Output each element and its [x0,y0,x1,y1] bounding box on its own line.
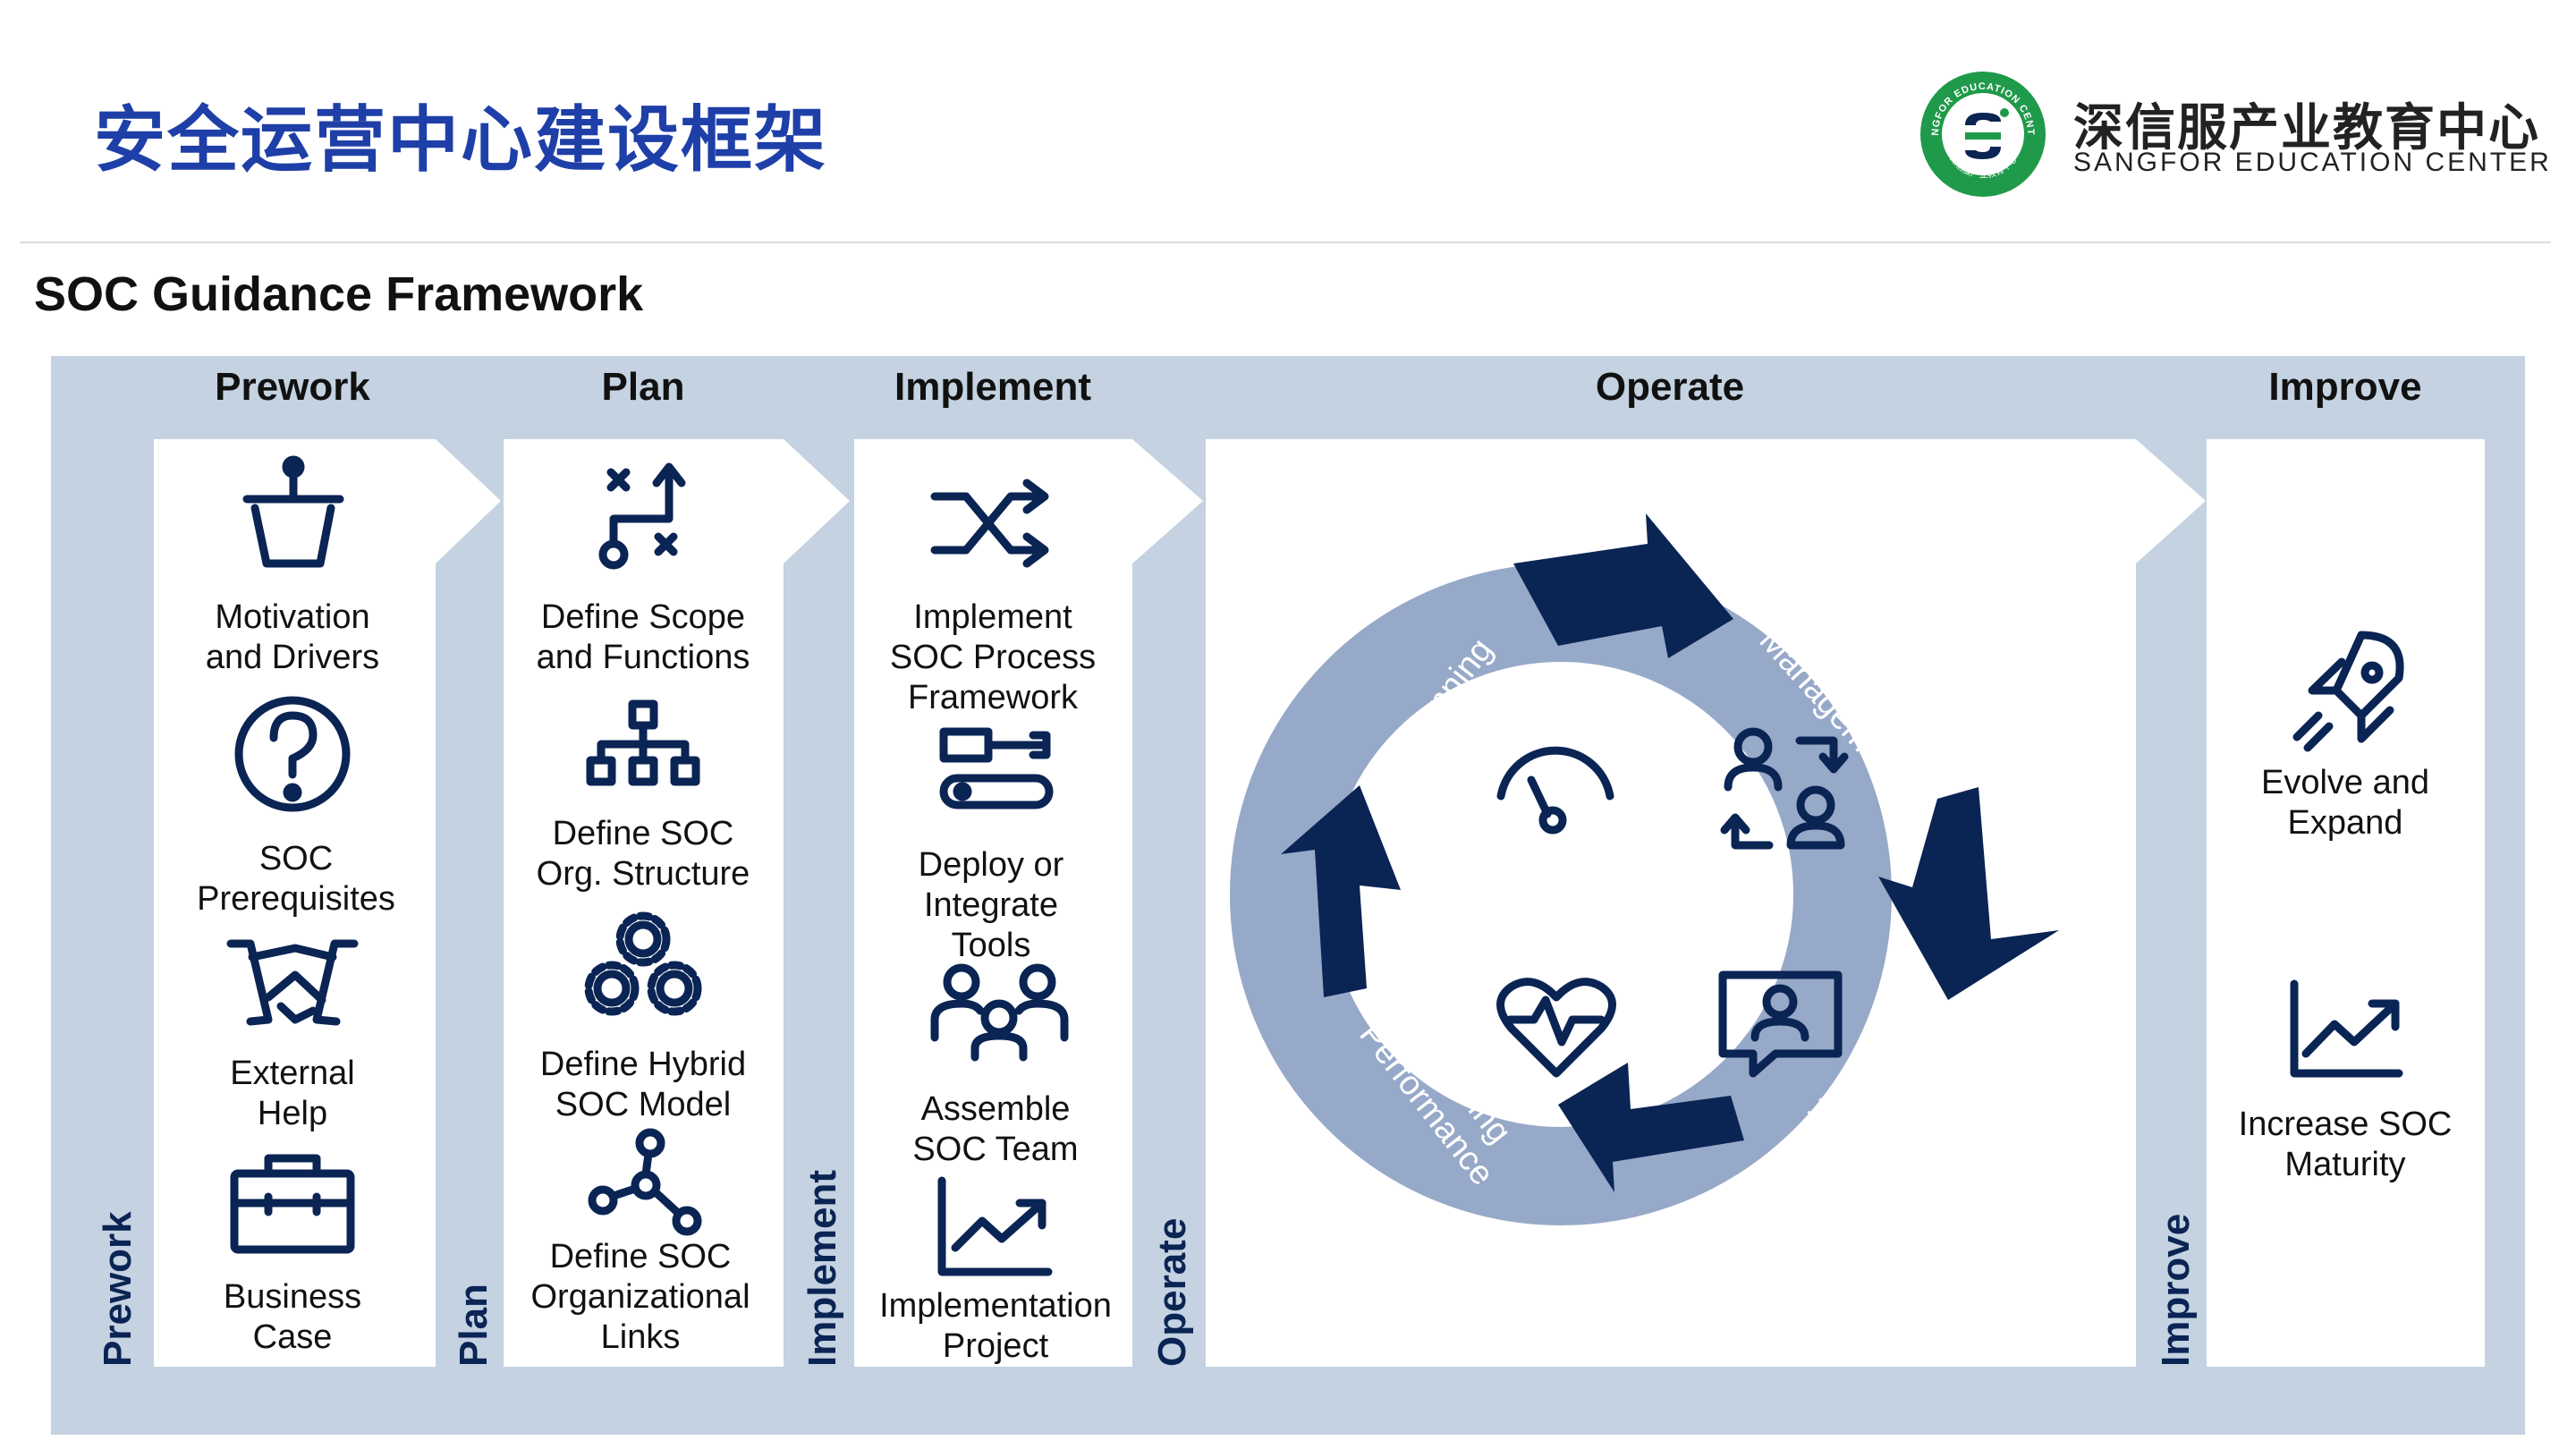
diagram-subtitle: SOC Guidance Framework [34,267,644,321]
step-implementation-project: Implementation Project [879,1287,1112,1365]
cycle-arrow-bottom [1558,1063,1744,1192]
gears-icon [584,911,702,1016]
step-define-scope: Define Scope and Functions [536,598,750,676]
step-assemble-team: Assemble SOC Team [912,1090,1079,1168]
step-evolve-expand: Evolve and Expand [2260,764,2430,842]
implement-panel [854,439,1203,1367]
team-icon [930,963,1069,1062]
tools-icon [939,727,1054,809]
step-business-case: Business Case [223,1278,362,1356]
video-call-icon [1718,970,1843,1078]
cycle-arrow-right [1878,787,2059,1000]
step-define-org-structure: Define SOC Org. Structure [536,815,750,893]
heart-pulse-icon [1496,978,1616,1078]
step-define-org-links: Define SOC Organizational Links [530,1238,750,1356]
org-chart-icon [586,699,700,786]
question-icon [234,696,351,812]
side-label-operate: Operate [1150,1217,1194,1367]
header-divider [20,242,2551,243]
phase-title-improve: Improve [2268,365,2422,409]
handshake-icon [226,939,359,1026]
step-motivation-drivers: Motivation and Drivers [205,598,380,676]
strategy-path-icon [598,462,686,570]
page-title-cn: 安全运营中心建设框架 [94,98,827,182]
step-deploy-tools: Deploy or Integrate Tools [918,846,1064,964]
phase-title-operate: Operate [1595,365,1745,409]
step-increase-maturity: Increase SOC Maturity [2238,1106,2453,1183]
step-external-help: External Help [230,1055,355,1132]
prework-panel [154,439,501,1367]
network-nodes-icon [588,1128,702,1236]
side-label-improve: Improve [2154,1213,2198,1367]
improve-panel [2207,439,2485,1367]
trend-chart-icon [937,1176,1053,1276]
people-swap-icon [1720,727,1849,850]
step-define-hybrid-model: Define Hybrid SOC Model [539,1046,747,1123]
phase-title-plan: Plan [601,365,685,409]
side-label-prework: Prework [96,1211,140,1367]
step-soc-prerequisites: SOC Prerequisites [197,840,395,918]
step-implement-process: Implement SOC Process Framework [889,598,1097,716]
gauge-icon [1496,746,1614,835]
sangfor-logo: SANGFOR EDUCATION CENTER 深信服产业教育中心 [1919,70,2046,197]
briefcase-icon [230,1154,355,1254]
phase-title-prework: Prework [215,365,370,409]
cycle-arrow-top [1513,513,1733,658]
side-label-plan: Plan [452,1284,496,1367]
shuffle-icon [930,479,1049,568]
trend-chart-icon [2290,979,2403,1078]
phase-title-implement: Implement [894,365,1092,409]
plan-panel [504,439,850,1367]
side-label-implement: Implement [801,1169,844,1367]
logo-text-en: SANGFOR EDUCATION CENTER [2073,148,2552,177]
trash-can-icon [242,455,344,568]
cycle-arrow-left [1281,785,1401,997]
logo-text-cn: 深信服产业教育中心 [2073,99,2540,157]
rocket-icon [2292,631,2404,752]
